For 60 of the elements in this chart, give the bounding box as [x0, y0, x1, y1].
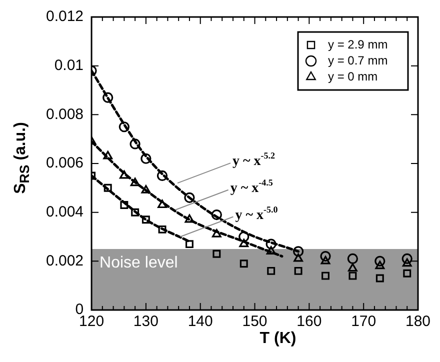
- point: [184, 214, 194, 223]
- point: [322, 272, 330, 280]
- point: [142, 216, 150, 224]
- x-tick-label: 140: [188, 313, 213, 330]
- y-tick-label: 0.004: [46, 203, 84, 220]
- y-tick-label: 0.006: [46, 154, 84, 172]
- point: [240, 260, 248, 268]
- point: [267, 266, 276, 275]
- point: [103, 150, 113, 160]
- point: [375, 260, 385, 270]
- point: [292, 246, 304, 257]
- x-tick-label: 170: [351, 313, 376, 330]
- point: [376, 274, 384, 282]
- point: [158, 200, 167, 208]
- point: [266, 238, 276, 250]
- point: [119, 170, 129, 179]
- x-tick-label: 150: [242, 313, 268, 330]
- point: [402, 258, 412, 267]
- point: [102, 92, 114, 103]
- point: [212, 250, 221, 258]
- point: [185, 240, 194, 248]
- point: [120, 201, 128, 209]
- x-tick-label: 160: [296, 313, 322, 330]
- point: [266, 246, 276, 254]
- point: [348, 272, 357, 280]
- point: [402, 253, 412, 264]
- y-tick-label: 0.002: [46, 252, 84, 270]
- point: [320, 256, 330, 264]
- point: [294, 266, 302, 275]
- point: [130, 138, 140, 150]
- point: [403, 269, 412, 278]
- x-tick-label: 180: [405, 313, 431, 330]
- legend-label: y = 0.7 mm: [328, 53, 388, 68]
- point: [104, 184, 112, 192]
- y-tick-label: 0.008: [46, 106, 84, 123]
- point: [347, 253, 358, 264]
- point: [184, 192, 195, 203]
- point: [294, 253, 303, 262]
- point: [131, 208, 140, 216]
- point: [130, 178, 140, 186]
- point: [239, 238, 249, 248]
- x-tick-label: 120: [79, 313, 104, 330]
- point: [118, 122, 130, 132]
- legend-label: y = 2.9 mm: [328, 37, 388, 52]
- band-label: Noise level: [100, 254, 178, 272]
- point: [140, 153, 152, 164]
- point: [238, 231, 250, 242]
- x-axis-title: T (K): [260, 330, 296, 348]
- y-tick-label: 0.01: [54, 56, 84, 74]
- point: [212, 229, 222, 238]
- legend-label: y = 0 mm: [328, 69, 378, 84]
- y-tick-label: 0.012: [46, 8, 84, 26]
- x-tick-label: 130: [133, 313, 158, 330]
- point: [141, 185, 151, 194]
- point: [348, 263, 358, 272]
- point: [320, 250, 331, 262]
- point: [158, 225, 166, 234]
- point: [156, 170, 168, 182]
- point: [374, 256, 386, 266]
- point: [211, 209, 222, 220]
